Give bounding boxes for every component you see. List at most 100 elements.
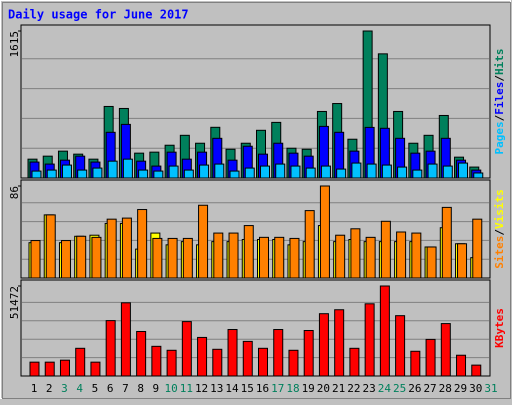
bar xyxy=(90,361,101,377)
bar xyxy=(91,236,102,279)
bar xyxy=(318,313,329,377)
bar xyxy=(61,164,72,179)
bar xyxy=(442,165,453,179)
bar xyxy=(259,236,269,279)
legend-separator: / xyxy=(493,229,506,236)
bar xyxy=(258,347,268,377)
x-tick-label: 28 xyxy=(439,382,452,395)
bar xyxy=(183,169,194,179)
bar xyxy=(122,158,133,179)
frame-dark xyxy=(2,2,511,399)
bar xyxy=(425,338,436,377)
legend-entry: Pages xyxy=(493,121,506,154)
bar xyxy=(440,323,451,377)
x-tick-label: 25 xyxy=(393,382,406,395)
x-tick-label: 21 xyxy=(332,382,345,395)
legend: KBytes xyxy=(493,308,506,348)
bar xyxy=(366,163,377,179)
bar xyxy=(410,350,421,377)
bar xyxy=(229,170,240,179)
x-tick-label: 16 xyxy=(256,382,269,395)
bar xyxy=(120,302,131,377)
bar xyxy=(137,209,148,279)
x-tick-label: 12 xyxy=(195,382,208,395)
bar xyxy=(213,232,224,279)
bar xyxy=(395,315,406,377)
bar xyxy=(244,167,255,179)
bar xyxy=(92,167,103,179)
x-tick-label: 27 xyxy=(423,382,436,395)
bar xyxy=(45,214,56,279)
x-tick-label: 26 xyxy=(408,382,421,395)
legend-separator: / xyxy=(493,114,506,121)
bar xyxy=(471,364,482,377)
legend-entry: Files xyxy=(493,82,506,115)
x-tick-label: 18 xyxy=(286,382,299,395)
x-tick-label: 10 xyxy=(164,382,177,395)
bar xyxy=(304,210,315,279)
bar xyxy=(288,349,299,377)
x-tick-label: 11 xyxy=(180,382,193,395)
bar xyxy=(77,169,88,179)
bar xyxy=(334,309,345,377)
x-tick-label: 1 xyxy=(31,382,38,395)
bar xyxy=(168,165,179,179)
bar xyxy=(260,165,270,179)
bar xyxy=(350,228,361,279)
x-tick-label: 20 xyxy=(317,382,330,395)
x-tick-label: 3 xyxy=(61,382,68,395)
legend-separator: / xyxy=(493,75,506,82)
bar xyxy=(275,163,286,179)
bar xyxy=(473,172,484,179)
legend-entry: KBytes xyxy=(493,308,506,348)
bar xyxy=(426,246,437,279)
bar xyxy=(349,347,360,377)
x-tick-label: 5 xyxy=(92,382,99,395)
bar xyxy=(138,169,149,179)
bar xyxy=(181,321,192,377)
bar xyxy=(59,359,70,377)
bar xyxy=(273,329,284,377)
bar xyxy=(153,170,164,179)
bar xyxy=(289,237,300,279)
x-tick-label: 7 xyxy=(122,382,129,395)
legend: Sites/Visits xyxy=(493,189,506,269)
legend-entry: Visits xyxy=(493,189,506,229)
bar xyxy=(351,162,362,179)
bar xyxy=(458,162,469,179)
bar xyxy=(199,164,210,179)
bar xyxy=(290,165,301,179)
bar xyxy=(242,340,253,377)
x-tick-label: 4 xyxy=(76,382,83,395)
bar xyxy=(320,165,331,179)
bar xyxy=(198,204,209,279)
bar xyxy=(182,237,193,279)
x-tick-label: 13 xyxy=(210,382,223,395)
y-tick-label: 86 xyxy=(8,186,21,199)
bar xyxy=(228,232,239,279)
bar xyxy=(227,329,238,377)
bar xyxy=(380,220,391,279)
bar xyxy=(29,361,40,377)
bar xyxy=(397,166,408,179)
bar xyxy=(46,169,57,179)
bar xyxy=(197,336,208,377)
bar xyxy=(319,185,330,279)
bar xyxy=(412,169,423,179)
bar xyxy=(472,218,483,279)
x-tick-label: 15 xyxy=(241,382,254,395)
bar xyxy=(105,320,116,377)
bar xyxy=(364,303,375,377)
x-tick-label: 17 xyxy=(271,382,284,395)
bar xyxy=(152,237,163,279)
y-tick-label: 51472 xyxy=(8,286,21,319)
bar xyxy=(212,348,223,377)
bar xyxy=(166,349,177,377)
bar xyxy=(214,163,225,179)
bar xyxy=(60,240,71,279)
x-tick-label: 22 xyxy=(347,382,360,395)
bar xyxy=(303,330,314,377)
x-tick-label: 23 xyxy=(363,382,376,395)
legend-entry: Sites xyxy=(493,236,506,269)
